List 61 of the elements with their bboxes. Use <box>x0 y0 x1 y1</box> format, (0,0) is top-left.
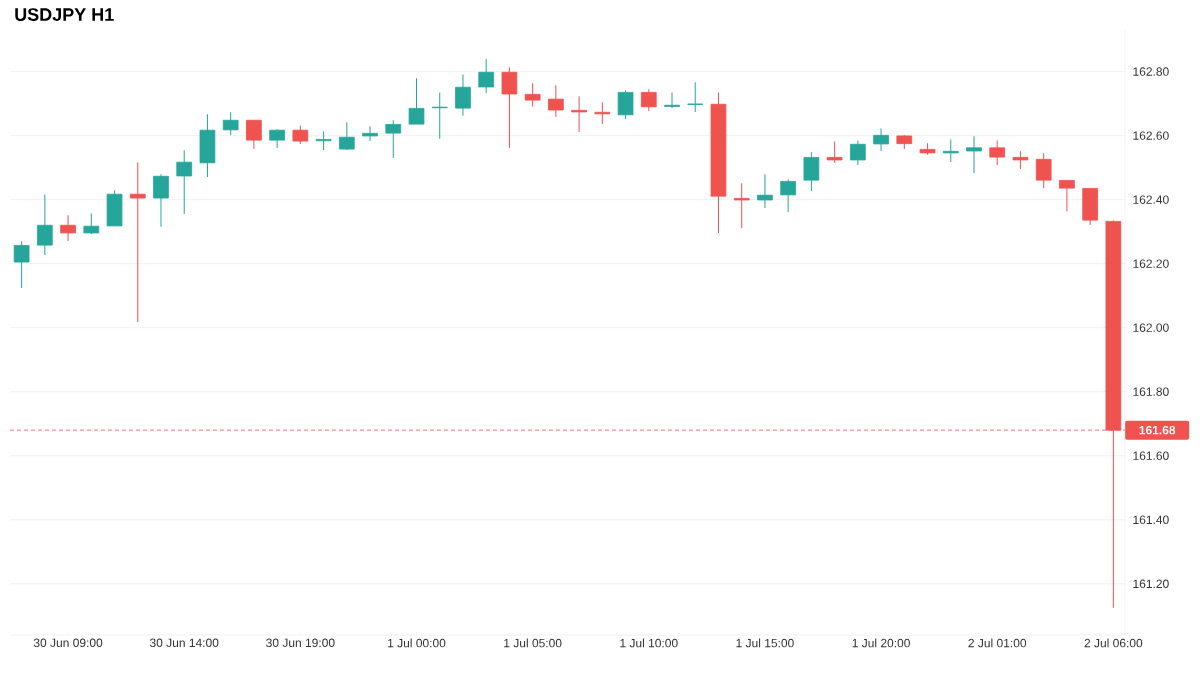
candlestick <box>989 139 1006 166</box>
candlestick <box>687 81 704 113</box>
y-tick-label: 162.60 <box>1133 131 1169 140</box>
x-tick-label: 30 Jun 09:00 <box>33 638 103 648</box>
candlestick <box>942 138 959 163</box>
y-tick-label: 161.80 <box>1133 387 1169 396</box>
x-tick-label: 1 Jul 20:00 <box>852 638 910 648</box>
y-tick-label: 161.60 <box>1133 451 1169 460</box>
candlestick <box>60 214 76 242</box>
candlestick <box>153 173 169 228</box>
candlestick <box>501 66 518 149</box>
candlestick <box>338 121 355 151</box>
candlestick <box>850 139 866 166</box>
chart-title: USDJPY H1 <box>15 8 114 21</box>
candlestick <box>873 127 889 152</box>
x-tick-label: 30 Jun 19:00 <box>266 638 335 648</box>
candlestick <box>733 182 750 229</box>
candlestick <box>594 101 611 125</box>
candlestick <box>780 178 796 213</box>
candlestick <box>571 95 587 133</box>
y-tick-label: 162.20 <box>1133 259 1169 268</box>
candlestick <box>1035 152 1052 189</box>
x-tick-label: 30 Jun 14:00 <box>149 638 219 648</box>
candlestick <box>826 140 843 164</box>
candlestick <box>455 73 471 117</box>
y-tick-label: 162.40 <box>1133 195 1169 204</box>
candlestick <box>246 119 262 150</box>
candlestick <box>385 119 402 159</box>
candlestick <box>524 82 541 108</box>
candlestick <box>478 58 495 94</box>
candlestick <box>362 125 378 142</box>
candlestick <box>83 212 100 235</box>
x-tick-label: 2 Jul 06:00 <box>1084 638 1143 648</box>
ref-line-label: 161.68 <box>1139 425 1176 435</box>
candlestick <box>269 128 285 149</box>
y-tick-label: 162.80 <box>1133 67 1169 76</box>
y-tick-label: 161.20 <box>1133 579 1169 589</box>
candlestick <box>640 88 657 112</box>
candlestick <box>966 135 982 174</box>
candlestick <box>1059 179 1075 212</box>
candlestick <box>176 149 193 215</box>
candlestick <box>292 124 309 145</box>
candlestick <box>13 240 30 289</box>
x-tick-label: 1 Jul 05:00 <box>504 638 562 648</box>
y-tick-label: 161.40 <box>1133 515 1169 524</box>
candlestick <box>315 130 332 151</box>
candlestick <box>431 91 448 140</box>
candlestick <box>757 173 773 209</box>
candlestick <box>664 91 680 109</box>
candlestick <box>37 194 53 256</box>
candlestick <box>617 89 634 120</box>
y-tick-label: 162.00 <box>1133 323 1169 332</box>
candlestick <box>548 84 564 118</box>
candlestick <box>222 111 239 136</box>
x-tick-label: 1 Jul 10:00 <box>620 638 678 648</box>
candlestick <box>803 151 820 192</box>
candlestick <box>408 77 425 125</box>
x-tick-label: 1 Jul 15:00 <box>736 638 794 648</box>
x-tick-label: 2 Jul 01:00 <box>968 638 1027 648</box>
x-tick-label: 1 Jul 00:00 <box>388 638 446 648</box>
candlestick <box>129 161 146 323</box>
